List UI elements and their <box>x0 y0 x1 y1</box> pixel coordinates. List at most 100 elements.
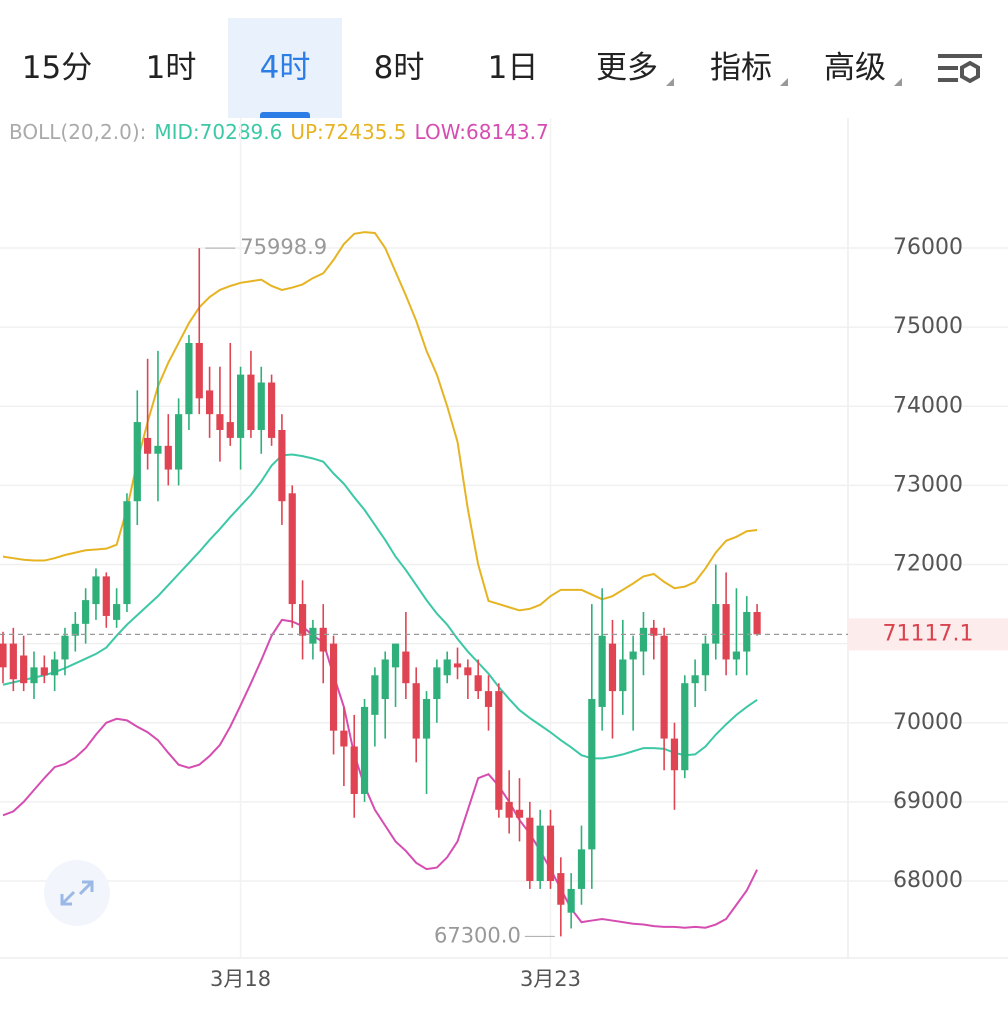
tab-bar: 15分 1时 4时 8时 1日 更多 指标 高级 <box>0 0 1008 118</box>
indicator-name: BOLL(20,2.0): <box>9 120 147 144</box>
candle-body <box>71 623 79 636</box>
candle-body <box>753 611 761 635</box>
annotation-label: 75998.9 <box>240 235 327 259</box>
candle-body <box>206 390 214 415</box>
y-tick-label: 76000 <box>893 235 963 260</box>
candle-body <box>0 643 7 668</box>
candle-body <box>144 437 152 454</box>
candle-body <box>691 675 699 684</box>
candle-body <box>216 414 224 430</box>
tab[interactable]: 4时 <box>228 18 342 118</box>
dropdown-arrow <box>666 78 674 86</box>
last-price-label: 71117.1 <box>883 621 974 646</box>
legend-entry: UP:72435.5 <box>290 120 407 144</box>
candle-body <box>133 422 141 502</box>
y-tick-label: 68000 <box>893 868 963 893</box>
x-tick-label: 3月23 <box>520 967 581 991</box>
candle-body <box>474 675 482 692</box>
candle-body <box>443 659 451 676</box>
candle-body <box>278 429 286 502</box>
candle-body <box>619 659 627 692</box>
tab[interactable]: 更多 <box>570 18 684 118</box>
candle-body <box>329 643 338 731</box>
candle-body <box>298 604 307 636</box>
candle-body <box>123 501 131 605</box>
tab[interactable]: 15分 <box>21 50 93 86</box>
candle-body <box>433 667 441 700</box>
candle-body <box>732 651 741 660</box>
candle-body <box>247 374 255 430</box>
candle-body <box>650 627 658 636</box>
candle-body <box>526 817 534 882</box>
candle-body <box>51 659 59 676</box>
expand-arrows <box>60 880 94 906</box>
filter-icon[interactable] <box>938 54 982 84</box>
candle-body <box>371 675 379 715</box>
candle-body <box>226 422 234 438</box>
dropdown-arrow <box>894 78 902 86</box>
candle-body <box>154 445 162 454</box>
candle-body <box>453 663 462 668</box>
expand-circle <box>44 860 110 926</box>
candle-body <box>670 738 679 771</box>
candle-body <box>722 604 730 660</box>
candle-body <box>701 643 710 676</box>
candle-body <box>61 635 69 660</box>
candle-body <box>195 342 203 399</box>
tab[interactable]: 高级 <box>798 18 912 118</box>
expand-button[interactable] <box>44 860 110 926</box>
candle-body <box>319 627 327 652</box>
candle-body <box>175 414 183 470</box>
candle-body <box>505 801 513 818</box>
candle-body <box>267 382 276 438</box>
candle-body <box>164 445 172 470</box>
tab[interactable]: 指标 <box>684 18 798 118</box>
candle-body <box>660 635 668 739</box>
candle-body <box>567 888 575 913</box>
active-indicator <box>260 112 310 118</box>
candle-body <box>9 643 17 680</box>
y-tick-label: 74000 <box>893 393 963 418</box>
candle-body <box>102 576 110 616</box>
candle-body <box>288 493 296 605</box>
dropdown-arrow <box>780 78 788 86</box>
legend-entry: LOW:68143.7 <box>414 120 549 144</box>
boll-line <box>2 618 758 929</box>
y-tick-label: 72000 <box>893 552 963 577</box>
candle-body <box>82 600 90 624</box>
candle-body <box>557 873 565 905</box>
candle-body <box>546 825 555 882</box>
candle-body <box>598 635 606 707</box>
candle-body <box>515 809 524 818</box>
candle-body <box>391 643 400 668</box>
y-tick-label: 70000 <box>893 710 963 735</box>
candle-body <box>257 382 265 430</box>
candle-body <box>30 667 38 684</box>
candle-body <box>495 691 503 810</box>
candle-body <box>40 667 48 676</box>
candle-body <box>712 604 720 644</box>
candle-body <box>236 374 245 438</box>
candle-body <box>185 342 193 415</box>
candle-body <box>577 849 586 889</box>
candle-body <box>588 699 596 850</box>
tab[interactable]: 8时 <box>373 50 425 86</box>
candle-body <box>360 706 369 794</box>
y-tick-label: 69000 <box>893 789 963 814</box>
x-tick-label: 3月18 <box>210 967 271 991</box>
last-price-tag <box>848 618 1008 651</box>
tab[interactable]: 1时 <box>145 50 197 86</box>
candle-body <box>484 691 493 707</box>
candle-body <box>309 627 317 644</box>
y-tick-label: 73000 <box>893 472 963 497</box>
candle-body <box>464 667 472 676</box>
annotation-label: 67300.0 <box>434 923 521 947</box>
candle-body <box>608 643 617 692</box>
boll-line <box>2 453 758 760</box>
candle-body <box>743 611 751 652</box>
boll-line <box>2 231 758 612</box>
candle-body <box>92 576 100 605</box>
tab[interactable]: 1日 <box>487 50 539 86</box>
